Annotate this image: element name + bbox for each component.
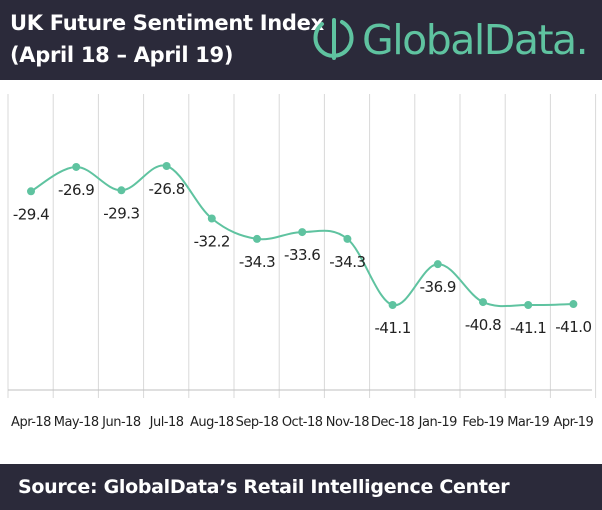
- data-point: [298, 228, 307, 237]
- line-chart: -29.4 -26.9 -29.3 -26.8 -32.2 -34.3 -33.6 -34.3…: [7, 94, 597, 430]
- x-tick-label: Apr-18: [11, 415, 51, 430]
- data-label: -41.0: [555, 318, 591, 336]
- x-tick-label: Mar-19: [507, 415, 549, 430]
- data-point: [253, 234, 261, 243]
- x-tick-label: May-18: [54, 415, 99, 430]
- data-point: [343, 234, 352, 243]
- data-point: [27, 187, 35, 196]
- data-point: [433, 260, 442, 269]
- globaldata-logo-icon: [313, 18, 354, 60]
- x-tick-label: Aug-18: [190, 415, 234, 430]
- x-tick-labels: Apr-18 May-18 Jun-18 Jul-18 Aug-18 Sep-18 Oct-…: [11, 415, 594, 430]
- x-tick-label: Jan-19: [418, 415, 458, 430]
- data-points: [27, 162, 578, 309]
- footer-bar: Source: GlobalData’s Retail Intelligence…: [0, 464, 602, 510]
- data-label: -41.1: [510, 319, 546, 337]
- data-label: -34.3: [329, 253, 365, 271]
- data-label: -33.6: [284, 246, 320, 264]
- data-label: -41.1: [374, 319, 410, 337]
- data-label: -26.9: [58, 181, 94, 199]
- data-label: -29.3: [103, 204, 139, 222]
- x-tick-label: Nov-18: [326, 415, 369, 430]
- data-point: [479, 298, 487, 307]
- data-label: -29.4: [13, 205, 49, 223]
- x-tick-label: Dec-18: [371, 415, 415, 430]
- x-tick-label: Jun-18: [101, 415, 141, 430]
- chart-title: UK Future Sentiment Index: [10, 11, 324, 35]
- data-label: -34.3: [239, 253, 275, 271]
- data-point: [388, 301, 397, 309]
- data-point: [569, 300, 578, 309]
- x-tick-label: Jul-18: [149, 415, 184, 430]
- data-label: -26.8: [148, 180, 184, 198]
- x-tick-label: Oct-18: [282, 415, 323, 430]
- data-point: [117, 186, 126, 195]
- chart-subtitle: (April 18 – April 19): [10, 43, 234, 67]
- data-point: [162, 162, 171, 170]
- x-tick-label: Sep-18: [236, 415, 279, 430]
- data-label: -32.2: [194, 232, 230, 250]
- x-tick-label: Apr-19: [553, 415, 593, 430]
- source-note: Source: GlobalData’s Retail Intelligence…: [18, 476, 510, 498]
- globaldata-logo-text: GlobalData.: [362, 16, 589, 64]
- data-point: [72, 162, 81, 171]
- data-point: [524, 301, 533, 309]
- grid-lines: [7, 94, 597, 398]
- data-point: [207, 214, 216, 223]
- data-labels: -29.4 -26.9 -29.3 -26.8 -32.2 -34.3 -33.6 -34.3…: [13, 180, 592, 337]
- data-label: -36.9: [420, 278, 456, 296]
- header-bar: UK Future Sentiment Index (April 18 – Ap…: [0, 0, 602, 80]
- data-label: -40.8: [465, 316, 501, 334]
- x-tick-label: Feb-19: [462, 415, 503, 430]
